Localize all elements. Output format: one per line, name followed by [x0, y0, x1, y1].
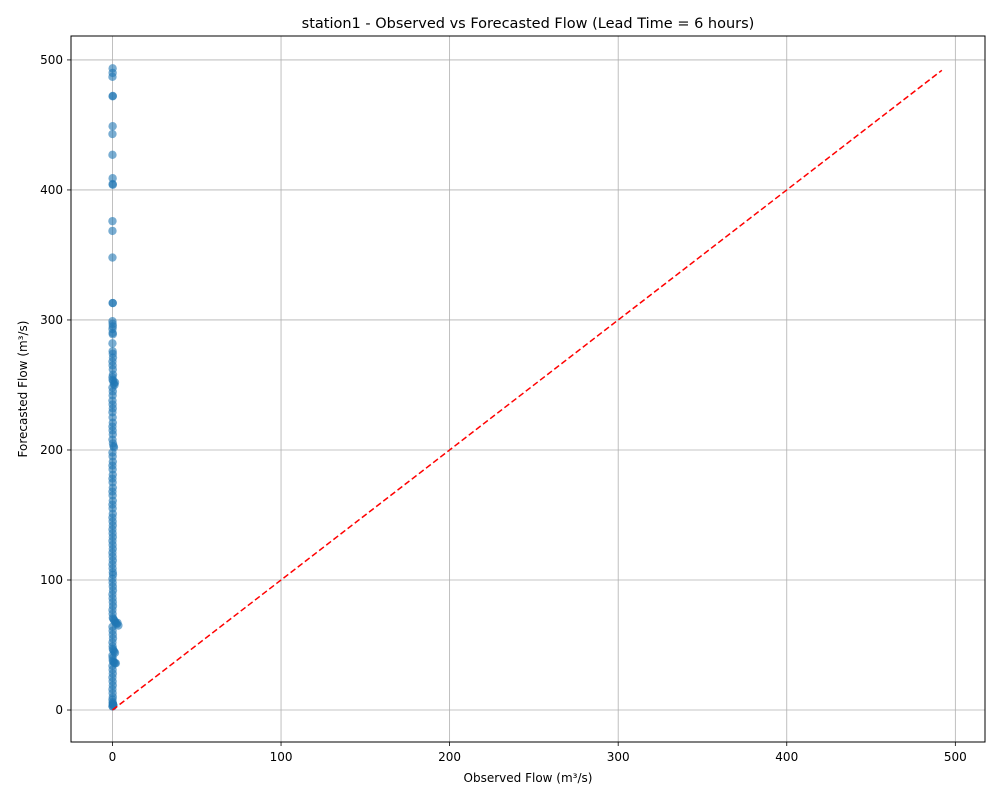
y-tick-label: 100	[40, 573, 63, 587]
x-tick-label: 500	[944, 750, 967, 764]
y-tick-label: 0	[55, 703, 63, 717]
data-point	[108, 339, 117, 348]
data-points	[108, 64, 123, 711]
plot-frame	[70, 35, 986, 743]
y-axis-ticks: 0 100 200 300 400 500	[40, 53, 71, 717]
x-tick-label: 300	[607, 750, 630, 764]
data-point	[108, 129, 117, 139]
data-point	[108, 91, 118, 101]
y-tick-label: 500	[40, 53, 63, 67]
grid-lines	[71, 36, 985, 742]
y-axis-label: Forecasted Flow (m³/s)	[16, 321, 30, 458]
x-axis-label: Observed Flow (m³/s)	[464, 771, 593, 785]
x-tick-label: 400	[775, 750, 798, 764]
chart-title: station1 - Observed vs Forecasted Flow (…	[302, 16, 755, 32]
data-point	[108, 216, 117, 226]
reference-line	[112, 69, 943, 711]
x-tick-label: 0	[109, 750, 117, 764]
x-axis-ticks: 0 100 200 300 400 500	[109, 742, 967, 764]
data-point	[108, 298, 118, 308]
data-point	[108, 174, 117, 183]
data-point	[108, 330, 118, 339]
data-point	[108, 226, 117, 236]
x-tick-label: 100	[270, 750, 293, 764]
x-tick-label: 200	[438, 750, 461, 764]
y-tick-label: 400	[40, 183, 63, 197]
data-point	[108, 122, 117, 131]
data-point	[108, 180, 118, 189]
data-point	[108, 150, 117, 160]
y-tick-label: 200	[40, 443, 63, 457]
y-tick-label: 300	[40, 313, 63, 327]
data-point	[108, 253, 117, 262]
data-point	[108, 72, 117, 82]
